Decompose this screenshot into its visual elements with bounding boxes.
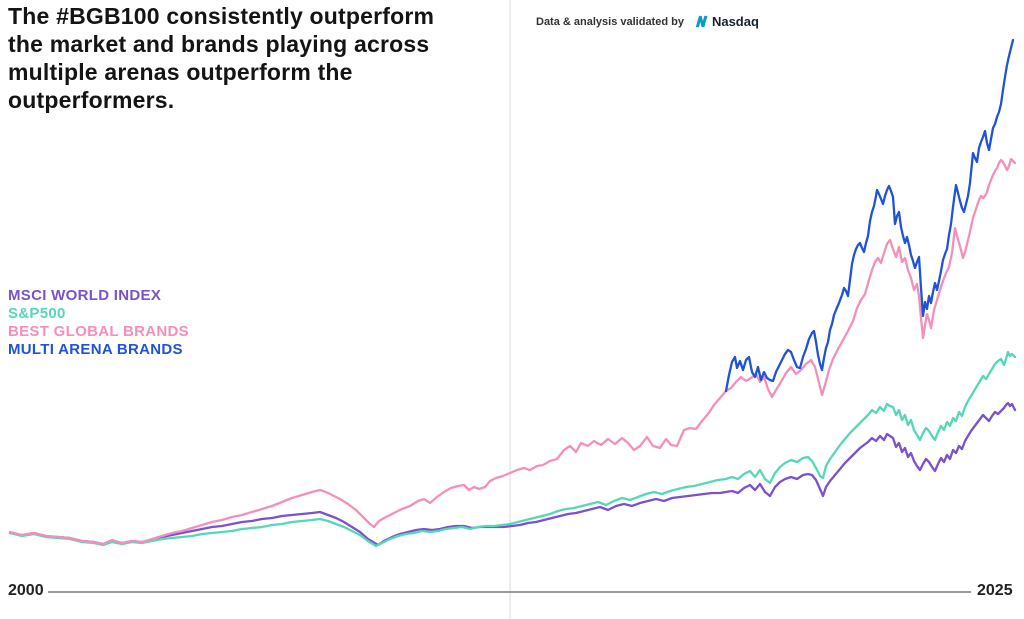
nasdaq-brand: Nasdaq bbox=[692, 13, 759, 30]
nasdaq-logo-icon bbox=[695, 15, 708, 28]
validation-note: Data & analysis validated by Nasdaq bbox=[536, 13, 759, 30]
nasdaq-wordmark: Nasdaq bbox=[711, 14, 759, 29]
x-axis-label-2000: 2000 bbox=[8, 582, 44, 599]
legend-item-s-p500: S&P500 bbox=[8, 305, 66, 322]
series-line-s-p500 bbox=[8, 350, 1017, 548]
validation-label: Data & analysis validated by bbox=[536, 15, 684, 28]
series-lines bbox=[8, 38, 1017, 548]
page-title: The #BGB100 consistently outperform the … bbox=[8, 3, 435, 113]
chart-legend: MSCI WORLD INDEX S&P500 BEST GLOBAL BRANDS… bbox=[8, 287, 189, 359]
series-line-msci-world-index bbox=[8, 401, 1017, 547]
legend-item-best-global-brands: BEST GLOBAL BRANDS bbox=[8, 323, 189, 340]
legend-item-msci-world-index: MSCI WORLD INDEX bbox=[8, 287, 162, 304]
legend-item-multi-arena-brands: MULTI ARENA BRANDS bbox=[8, 341, 183, 358]
series-line-multi-arena-brands bbox=[724, 38, 1015, 393]
x-axis-label-2025: 2025 bbox=[977, 582, 1013, 599]
